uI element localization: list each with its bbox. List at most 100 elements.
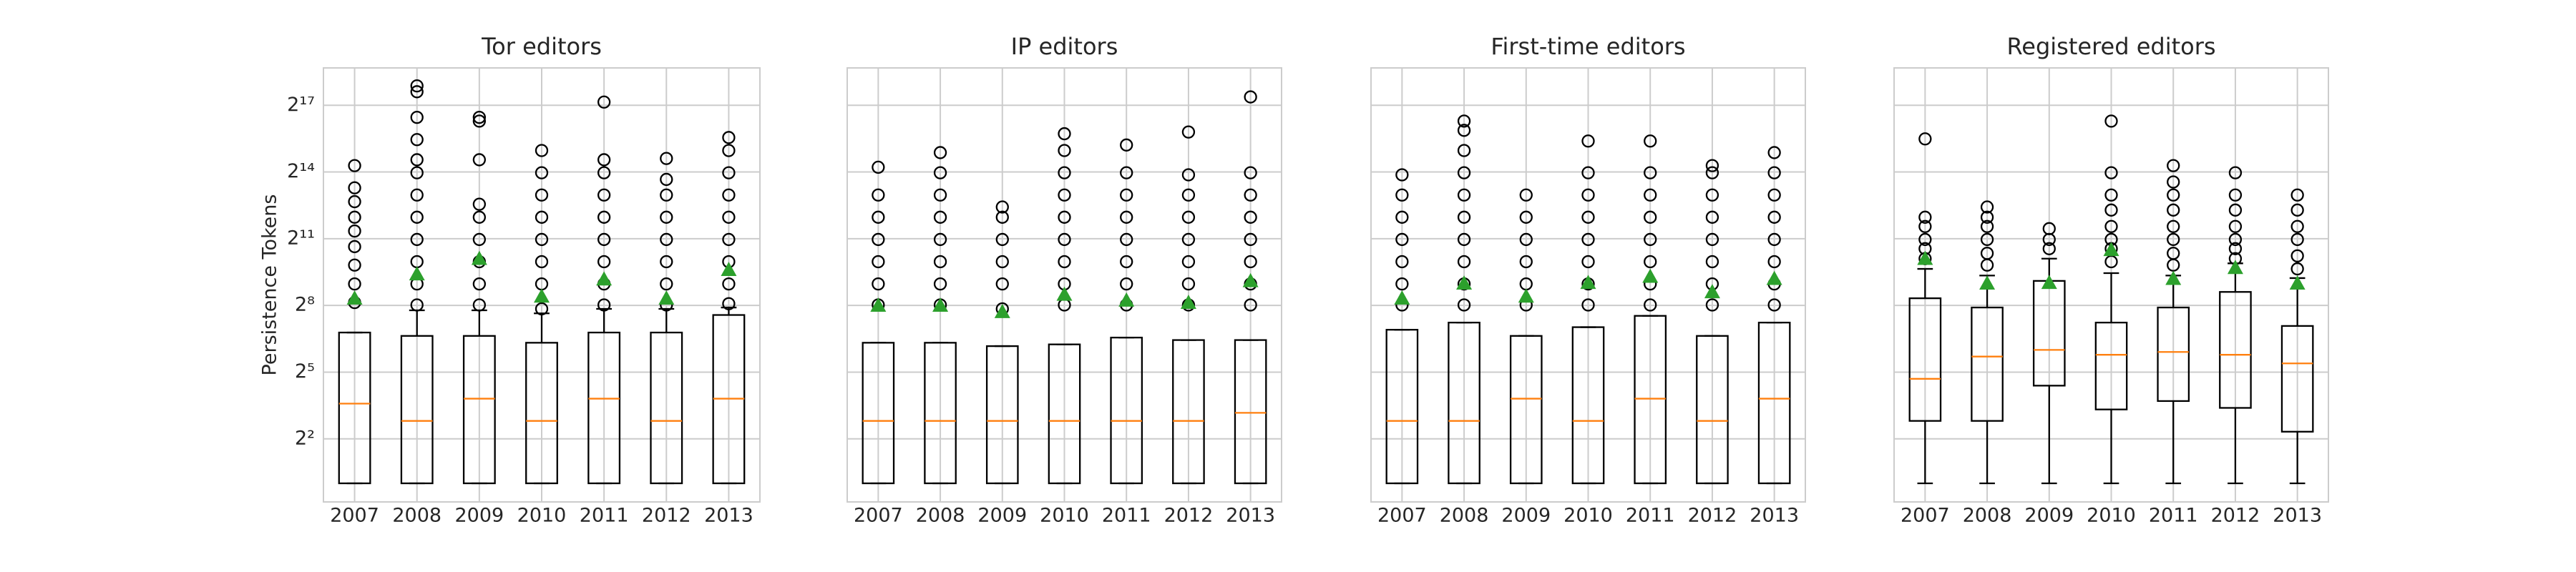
outlier xyxy=(2290,232,2304,247)
box xyxy=(650,331,683,485)
outlier xyxy=(2167,203,2180,217)
x-tick-label: 2008 xyxy=(1963,505,2012,527)
outlier xyxy=(410,298,424,312)
box xyxy=(1634,315,1667,485)
outlier xyxy=(2167,247,2180,260)
outlier xyxy=(1767,166,1781,179)
outlier xyxy=(1058,232,1071,247)
outlier xyxy=(1395,255,1409,269)
outlier xyxy=(2228,220,2243,233)
outlier xyxy=(1181,168,1196,182)
outlier xyxy=(2228,232,2243,247)
axes-frame xyxy=(1370,67,1806,503)
y-tick-label: 2¹⁴ xyxy=(287,160,315,182)
mean-marker xyxy=(2165,270,2182,285)
outlier xyxy=(348,159,361,172)
x-tick-label: 2009 xyxy=(1501,505,1551,527)
x-tick-label: 2012 xyxy=(2211,505,2260,527)
mean-marker xyxy=(1766,270,1782,285)
outlier xyxy=(2228,242,2243,255)
outlier xyxy=(410,85,424,99)
outlier xyxy=(1767,232,1781,247)
x-tick-label: 2013 xyxy=(1226,505,1275,527)
outlier xyxy=(410,153,424,167)
x-tick-label: 2007 xyxy=(854,505,903,527)
outlier xyxy=(1457,114,1471,128)
mean-marker xyxy=(2041,275,2057,290)
outlier xyxy=(2104,220,2118,233)
outlier xyxy=(597,298,611,312)
box xyxy=(924,342,957,485)
mean-marker xyxy=(346,290,363,305)
outlier xyxy=(1705,166,1719,179)
outlier xyxy=(1244,298,1257,312)
outlier xyxy=(1705,298,1719,312)
outlier xyxy=(1058,255,1071,269)
outlier xyxy=(1120,138,1133,152)
outlier xyxy=(2290,188,2304,202)
outlier xyxy=(1644,210,1657,224)
outlier xyxy=(995,277,1009,291)
outlier xyxy=(1181,188,1196,202)
outlier xyxy=(872,277,885,291)
box xyxy=(1110,336,1143,485)
mean-marker xyxy=(534,288,550,303)
outlier xyxy=(1181,125,1196,139)
outlier xyxy=(1519,210,1533,224)
outlier xyxy=(1457,124,1471,137)
x-tick-label: 2013 xyxy=(2273,505,2322,527)
outlier xyxy=(2228,188,2243,202)
outlier xyxy=(410,210,424,224)
outlier xyxy=(2167,188,2180,202)
outlier xyxy=(1058,144,1071,157)
box xyxy=(1172,339,1205,485)
outlier xyxy=(1980,210,1994,224)
outlier xyxy=(1519,232,1533,247)
outlier xyxy=(597,232,611,247)
outlier xyxy=(1705,159,1719,172)
axes-frame xyxy=(1893,67,2329,503)
y-tick-label: 2¹⁷ xyxy=(287,94,315,116)
outlier xyxy=(1120,277,1133,291)
box xyxy=(1757,322,1791,485)
x-tick-label: 2009 xyxy=(2024,505,2074,527)
outlier xyxy=(597,210,611,224)
outlier xyxy=(1395,277,1409,291)
x-tick-label: 2009 xyxy=(454,505,504,527)
axes-frame xyxy=(847,67,1282,503)
mean-marker xyxy=(1979,275,1996,290)
outlier xyxy=(535,188,549,202)
outlier xyxy=(410,79,424,93)
outlier xyxy=(1120,255,1133,269)
outlier xyxy=(348,225,361,238)
outlier xyxy=(1581,298,1595,312)
outlier xyxy=(1767,255,1781,269)
mean-marker xyxy=(471,250,487,265)
outlier xyxy=(1181,255,1196,269)
outlier xyxy=(1767,210,1781,224)
y-axis-label: Persistence Tokens xyxy=(259,194,281,376)
box xyxy=(462,335,496,485)
outlier xyxy=(722,210,736,224)
outlier xyxy=(1918,232,1932,247)
outlier xyxy=(1058,166,1071,179)
outlier xyxy=(660,210,673,224)
outlier xyxy=(1705,255,1719,269)
outlier xyxy=(872,160,885,174)
outlier xyxy=(660,172,673,187)
axes-frame xyxy=(323,67,761,503)
outlier xyxy=(2042,242,2056,255)
outlier xyxy=(1581,255,1595,269)
x-tick-label: 2011 xyxy=(2149,505,2198,527)
mean-marker xyxy=(1056,286,1073,301)
x-tick-label: 2010 xyxy=(1563,505,1613,527)
outlier xyxy=(2167,159,2180,172)
outlier xyxy=(933,232,947,247)
outlier xyxy=(722,232,736,247)
outlier xyxy=(1767,298,1781,312)
outlier xyxy=(933,188,947,202)
mean-marker xyxy=(1704,284,1720,299)
x-tick-label: 2011 xyxy=(1626,505,1675,527)
chart-title: Tor editors xyxy=(481,33,602,60)
